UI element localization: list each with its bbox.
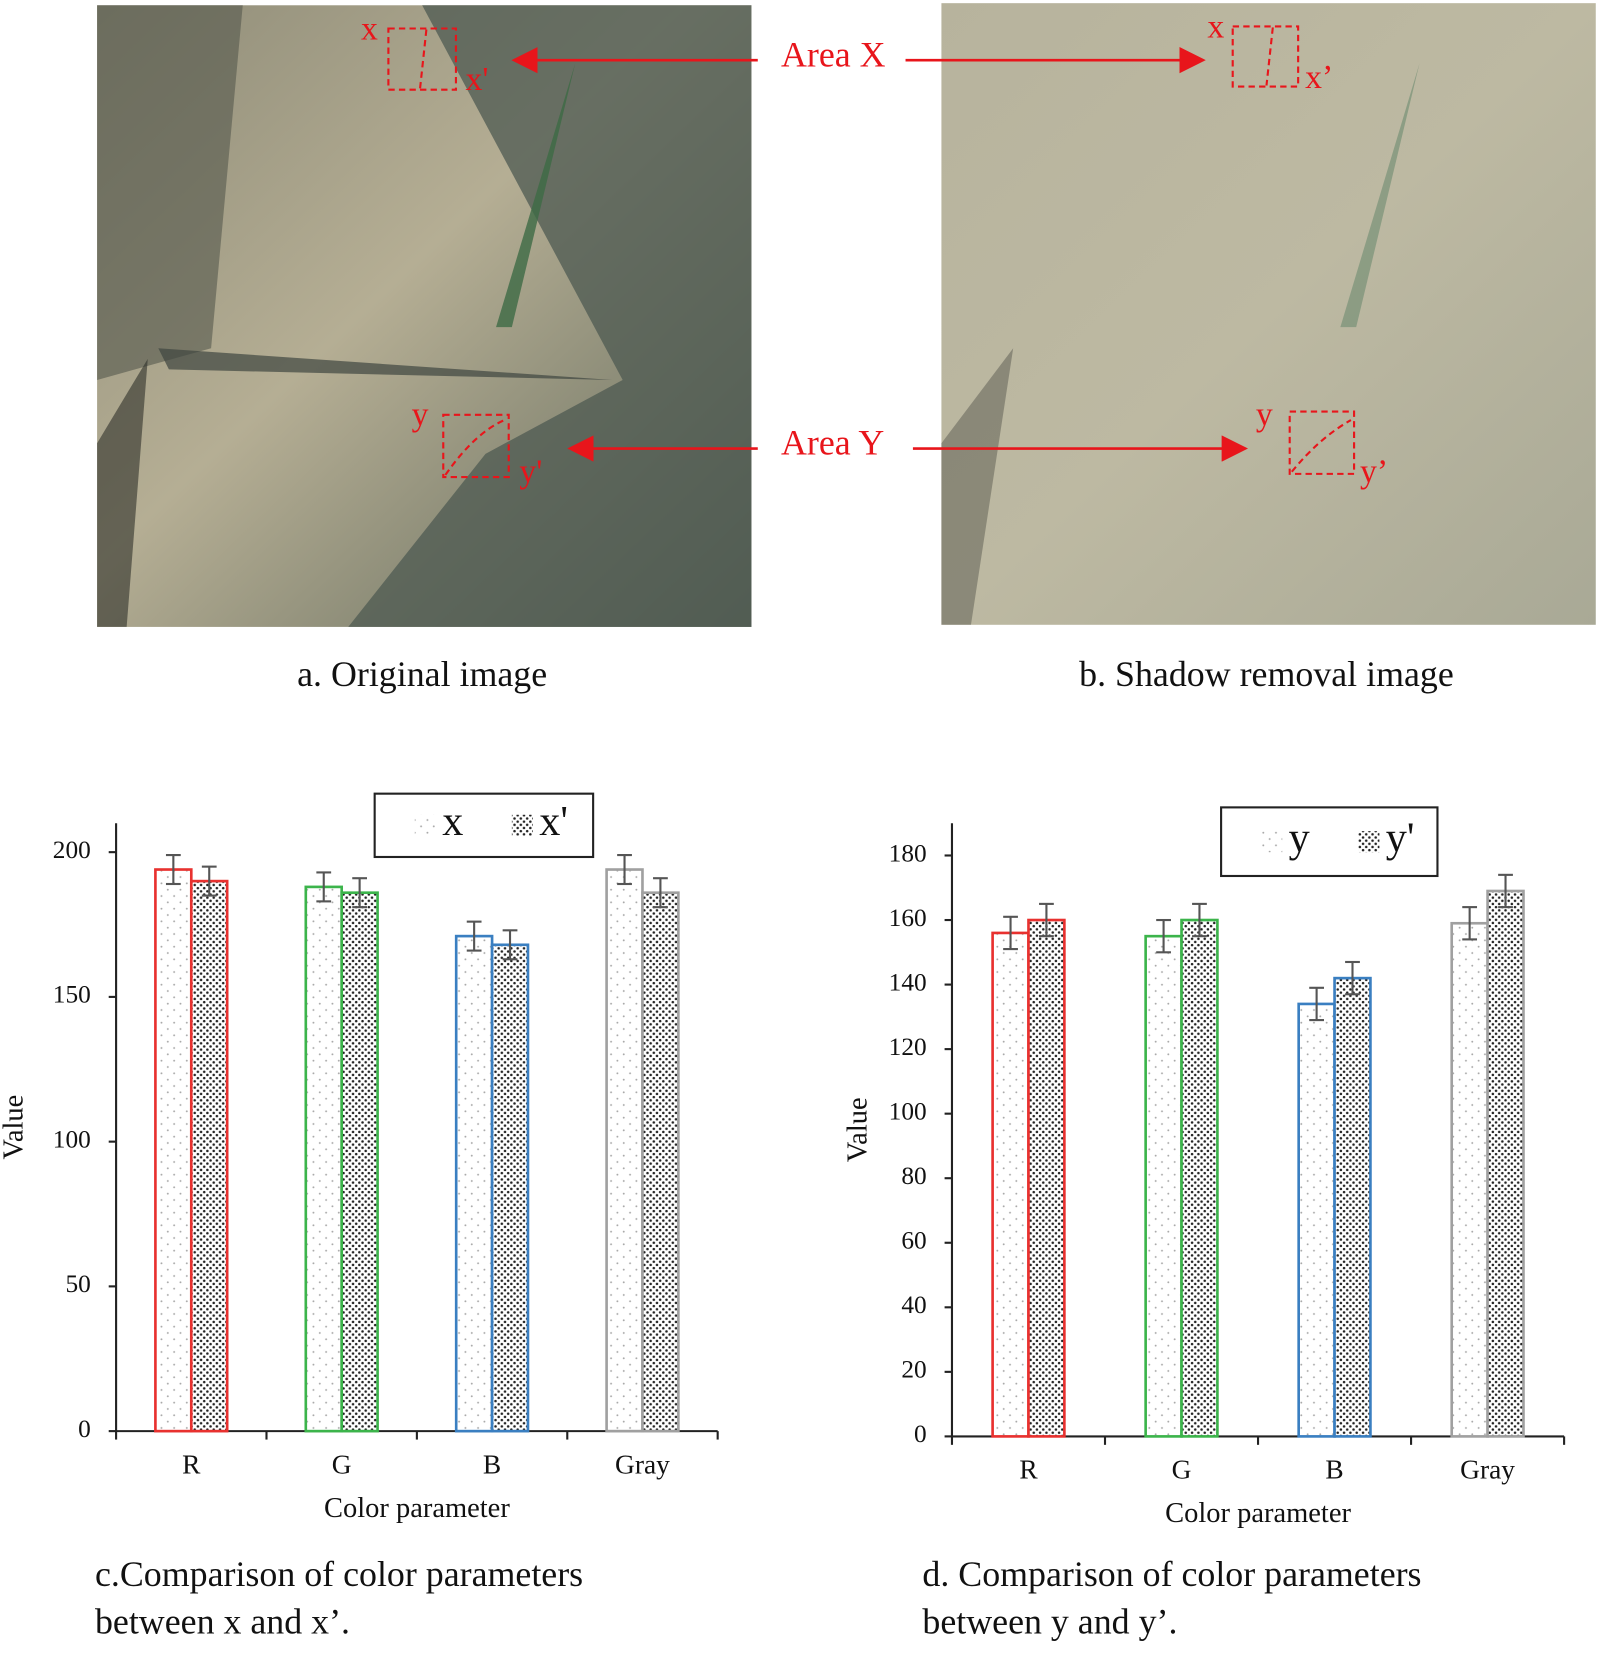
legend-label: x' [539,798,568,845]
roi-label: x’ [1305,59,1333,96]
bar [605,868,644,1433]
y-tick-label: 200 [53,836,91,864]
y-tick-label: 50 [65,1270,90,1298]
legend-box [373,792,595,859]
y-tick-label: 150 [53,981,91,1009]
roi-label: y [412,397,429,434]
bar [340,891,379,1433]
bar [1333,976,1372,1438]
x-tick-label: Gray [1460,1455,1515,1485]
bar [304,885,344,1433]
y-tick-label: 100 [889,1097,927,1125]
arrows [511,46,1249,462]
x-tick-label: Gray [615,1449,670,1479]
x-axis-title: Color parameter [1165,1498,1351,1529]
y-tick-label: 180 [889,839,927,867]
bar [189,879,229,1433]
x-tick-label: G [1172,1455,1192,1485]
legend-swatch [511,814,533,836]
bar [1297,1002,1336,1438]
image-caption: a. Original image [297,654,547,694]
bar [1027,918,1066,1438]
legend-box [1220,806,1439,878]
legend-swatch [1358,831,1380,853]
x-tick-label: B [483,1449,501,1479]
y-tick-label: 20 [901,1356,926,1384]
y-axis-title: Value [843,1097,874,1162]
x-axis-title: Color parameter [324,1493,510,1524]
photo-shadow-removed [941,3,1596,625]
roi-label: x [1207,8,1224,45]
photo-original [97,5,752,627]
chart-caption: c.Comparison of color parameters [95,1554,583,1594]
annotation: Area X [781,34,886,74]
y-tick-label: 40 [901,1291,926,1319]
x-tick-label: G [332,1449,352,1479]
roi-boxes [387,25,1356,479]
bar [991,931,1030,1438]
image-caption: b. Shadow removal image [1079,654,1454,694]
y-tick-label: 100 [53,1125,91,1153]
annotation: Area Y [781,423,884,463]
y-tick-label: 120 [889,1033,927,1061]
x-tick-label: B [1325,1455,1343,1485]
y-tick-label: 60 [901,1227,926,1255]
y-tick-label: 160 [889,904,927,932]
legend-label: x [442,798,463,845]
scene: x x' y y' x x’ y y’ Area X Area Y a. Ori… [0,3,1596,1642]
chart-caption: between y and y’. [922,1602,1177,1642]
bar [1450,921,1489,1438]
x-tick-label: R [182,1449,201,1479]
bar [454,934,494,1433]
bar [1144,934,1183,1438]
bar [490,943,530,1433]
legend-label: y' [1386,814,1415,861]
y-tick-label: 80 [901,1162,926,1190]
y-tick-label: 0 [78,1415,91,1443]
y-tick-label: 0 [914,1420,927,1448]
x-tick-label: R [1019,1455,1038,1485]
y-axis-title: Value [0,1095,29,1160]
bar [1180,918,1219,1438]
roi-label: x [361,10,378,47]
y-tick-label: 140 [889,968,927,996]
legend-label: y [1289,814,1310,861]
legend-swatch [414,814,436,836]
roi-label: x' [466,61,489,98]
bar [641,891,680,1433]
bar [1486,889,1525,1438]
legend-swatch [1261,831,1283,853]
chart-caption: between x and x’. [95,1602,350,1642]
roi-label: y [1256,397,1273,434]
roi-label: y' [519,454,542,491]
roi-label: y’ [1360,454,1388,491]
bar [154,868,193,1433]
chart-caption: d. Comparison of color parameters [922,1554,1421,1594]
